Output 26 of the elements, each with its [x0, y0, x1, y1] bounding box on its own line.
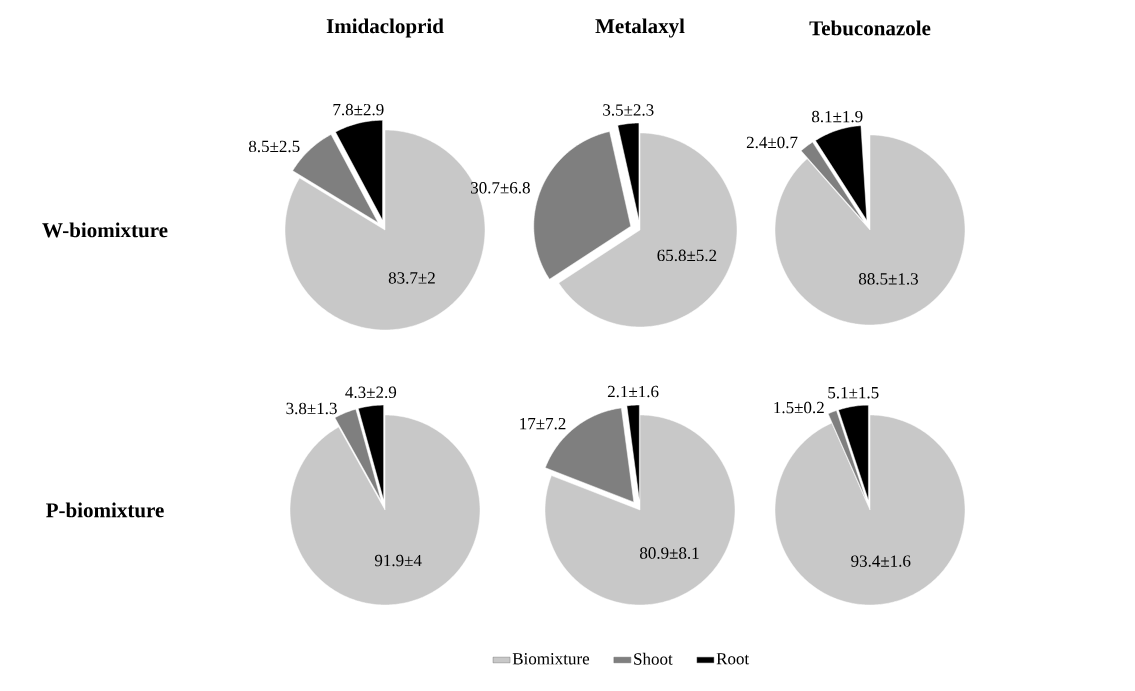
data-label: 3.8±1.3 — [286, 402, 337, 415]
chart-title: Tebuconazole — [809, 20, 931, 36]
data-label: 93.4±1.6 — [851, 555, 911, 567]
text: W-biomixture — [42, 222, 168, 238]
data-label: 5.1±1.5 — [828, 387, 879, 399]
chart-title: Imidacloprid — [326, 18, 444, 38]
chart-title: Metalaxyl — [595, 18, 685, 38]
legend-label: Biomixture — [512, 653, 590, 665]
legend-label: Root — [716, 653, 750, 665]
data-label: 2.1±1.6 — [607, 385, 659, 398]
data-label: 3.5±2.3 — [603, 104, 654, 116]
legend-label: Shoot — [634, 652, 673, 665]
data-label: 80.9±8.1 — [639, 547, 699, 559]
data-label: 17±7.2 — [520, 417, 566, 430]
text: P-biomixture — [46, 502, 164, 518]
data-label: 30.7±6.8 — [471, 182, 530, 194]
data-label: 91.9±4 — [374, 554, 422, 567]
data-label: 2.4±0.7 — [746, 136, 798, 149]
data-label: 83.7±2 — [388, 272, 435, 284]
data-label: 4.3±2.9 — [345, 386, 397, 399]
data-label: 7.8±2.9 — [333, 103, 384, 116]
data-label: 1.5±0.2 — [774, 401, 824, 414]
data-label: 65.8±5.2 — [657, 249, 717, 262]
data-label: 8.5±2.5 — [248, 140, 300, 153]
data-label: 88.5±1.3 — [858, 273, 918, 285]
data-label: 8.1±1.9 — [811, 110, 863, 123]
